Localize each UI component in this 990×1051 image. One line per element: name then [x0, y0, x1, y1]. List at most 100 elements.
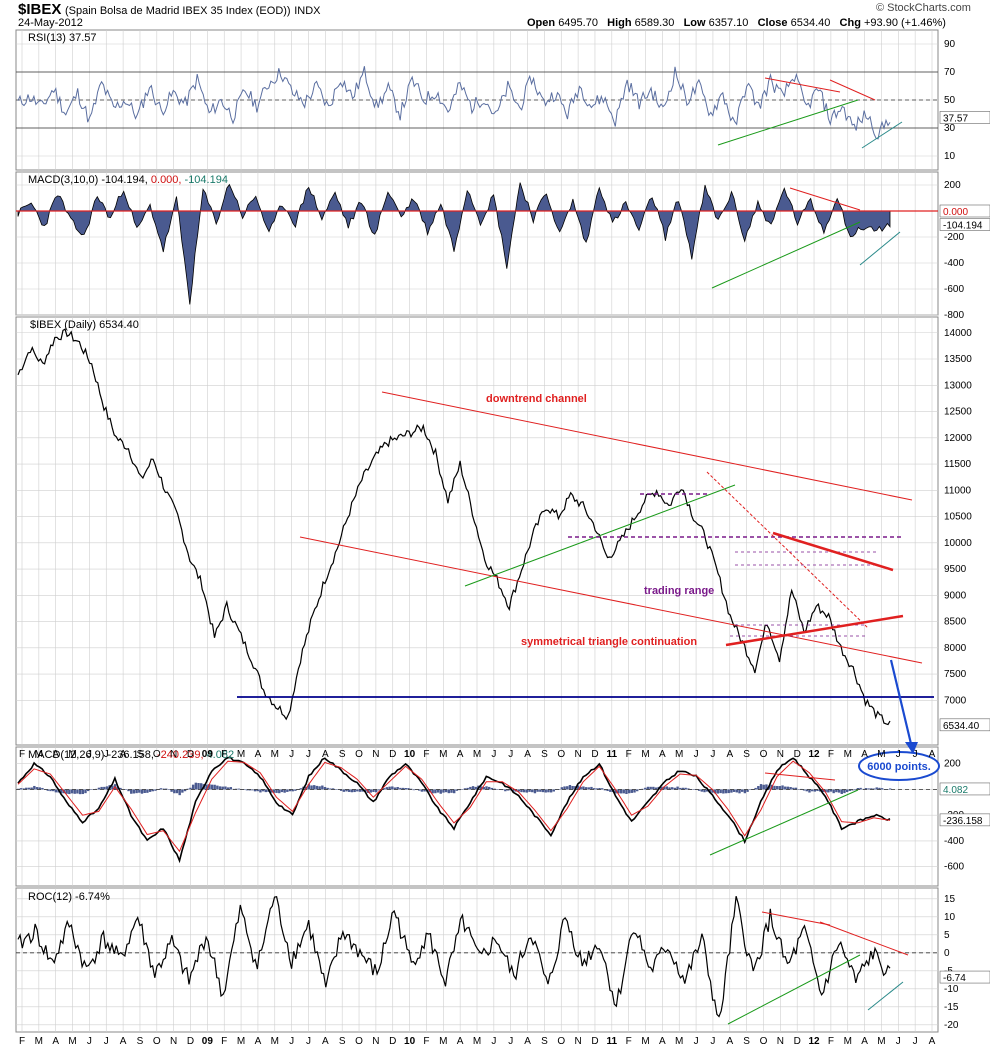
macd-long-histogram-bar: [191, 784, 195, 790]
macd-long-histogram-bar: [205, 784, 208, 790]
x-tick-label: A: [52, 1036, 59, 1047]
x-tick-label: A: [524, 1036, 531, 1047]
target-arrow: [889, 659, 914, 749]
macd-long-histogram-bar: [159, 788, 163, 790]
macd-long-histogram-bar: [531, 789, 534, 793]
macd-long-histogram-bar: [735, 789, 738, 793]
x-tick-label: O: [153, 749, 161, 760]
macd-short-zero-label: 0.000: [943, 207, 968, 218]
y-tick-label: 12500: [944, 407, 972, 418]
macd-long-histogram-bar: [482, 787, 486, 790]
macd-long-histogram-bar: [253, 789, 257, 792]
macd-long-histogram-bar: [851, 789, 854, 791]
macd-long-histogram-bar: [832, 789, 835, 794]
macd-long-histogram-bar: [665, 786, 669, 790]
macd-long-histogram-bar: [208, 784, 211, 790]
macd-long-histogram-bar: [251, 789, 254, 791]
macd-long-histogram-bar: [33, 785, 36, 790]
macd-long-histogram-bar: [660, 786, 663, 790]
roc-red-trendline: [819, 921, 909, 956]
macd-long-histogram-bar: [455, 789, 459, 791]
x-tick-label: J: [289, 749, 294, 760]
y-tick-label: 12000: [944, 433, 972, 444]
macd-long-histogram-bar: [224, 786, 227, 790]
x-tick-label: D: [591, 1036, 598, 1047]
macd-long-histogram-bar: [598, 787, 601, 790]
x-tick-label: M: [68, 1036, 76, 1047]
close-value: 6534.40: [790, 17, 831, 29]
macd-long-histogram-bar: [859, 787, 862, 790]
x-tick-label: D: [389, 1036, 396, 1047]
dashed-downtrend: [706, 471, 869, 629]
macd-long-histogram-bar: [759, 784, 763, 790]
x-tick-label: S: [743, 749, 750, 760]
macd-long-histogram-bar: [579, 786, 582, 790]
macd-short-title: MACD(3,10,0) -104.194, 0.000, -104.194: [28, 174, 228, 186]
macd-long-histogram-bar: [539, 789, 542, 792]
macd-long-histogram-bar: [140, 789, 144, 794]
macd-long-histogram-bar: [299, 788, 302, 790]
macd-long-histogram-bar: [487, 786, 491, 790]
macd-long-histogram-bar: [872, 788, 876, 790]
macd-long-histogram-bar: [331, 788, 335, 790]
roc-last-value-box: [939, 970, 990, 984]
macd-long-histogram-bar: [547, 789, 550, 793]
macd-long-histogram-bar: [178, 789, 181, 796]
x-tick-label: J: [491, 1036, 496, 1047]
macd-long-histogram-bar: [19, 788, 23, 790]
macd-long-histogram-bar: [889, 788, 892, 790]
macd-long-histogram-bar: [358, 789, 362, 792]
macd-long-histogram-bar: [388, 786, 391, 790]
macd-long-histogram-bar: [843, 789, 846, 794]
macd-long-green-trendline: [709, 789, 859, 856]
x-tick-label: N: [170, 1036, 177, 1047]
high-value: 6589.30: [634, 17, 675, 29]
macd-long-histogram-bar: [587, 787, 590, 790]
macd-long-histogram-bar: [805, 789, 808, 792]
macd-long-histogram-bar: [175, 789, 179, 794]
x-tick-label: S: [743, 1036, 750, 1047]
macd-long-histogram-bar: [22, 788, 25, 790]
y-tick-label: 9500: [944, 564, 967, 575]
macd-long-histogram-bar: [162, 788, 165, 790]
macd-long-histogram-bar: [576, 785, 580, 790]
target-arrowhead: [905, 742, 918, 754]
x-tick-label: J: [87, 1036, 92, 1047]
macd-long-histogram-bar: [261, 789, 265, 792]
y-tick-label: 0: [944, 948, 950, 959]
target-callout: [858, 751, 940, 781]
x-tick-label: M: [877, 749, 885, 760]
macd-long-histogram-bar: [420, 789, 424, 792]
x-tick-label: A: [120, 749, 127, 760]
x-tick-label: D: [794, 749, 801, 760]
macd-long-histogram-bar: [278, 789, 281, 794]
macd-long-histogram-bar: [86, 789, 90, 792]
macd-long-histogram-bar: [867, 788, 870, 790]
y-tick-label: 13000: [944, 380, 972, 391]
macd-long-histogram-bar: [25, 787, 28, 790]
macd-long-histogram-bar: [722, 789, 725, 794]
y-tick-label: -600: [944, 284, 964, 295]
x-tick-label: M: [844, 749, 852, 760]
macd-long-histogram-bar: [286, 789, 289, 792]
macd-long-histogram-bar: [210, 784, 214, 790]
x-tick-label: O: [557, 1036, 565, 1047]
open-label: Open: [527, 17, 556, 29]
macd-long-histogram-bar: [816, 789, 819, 792]
date-label: 24-May-2012: [18, 17, 83, 29]
macd-long-histogram-bar: [391, 786, 394, 790]
macd-long-histogram-bar: [130, 789, 133, 794]
macd-long-histogram-bar: [856, 788, 860, 790]
macd-long-histogram-bar: [754, 787, 757, 790]
macd-long-histogram-bar: [746, 789, 749, 792]
triangle-upper-line: [772, 531, 894, 572]
macd-long-histogram-bar: [789, 787, 792, 790]
y-tick-label: 11500: [944, 459, 972, 470]
macd-long-histogram-bar: [383, 788, 386, 790]
macd-long-histogram-bar: [875, 787, 878, 790]
macd-long-histogram-bar: [601, 788, 604, 790]
x-tick-label: O: [760, 749, 768, 760]
macd-long-histogram-bar: [792, 787, 795, 790]
macd-long-histogram-bar: [143, 789, 146, 793]
y-tick-label: 10: [944, 151, 956, 162]
